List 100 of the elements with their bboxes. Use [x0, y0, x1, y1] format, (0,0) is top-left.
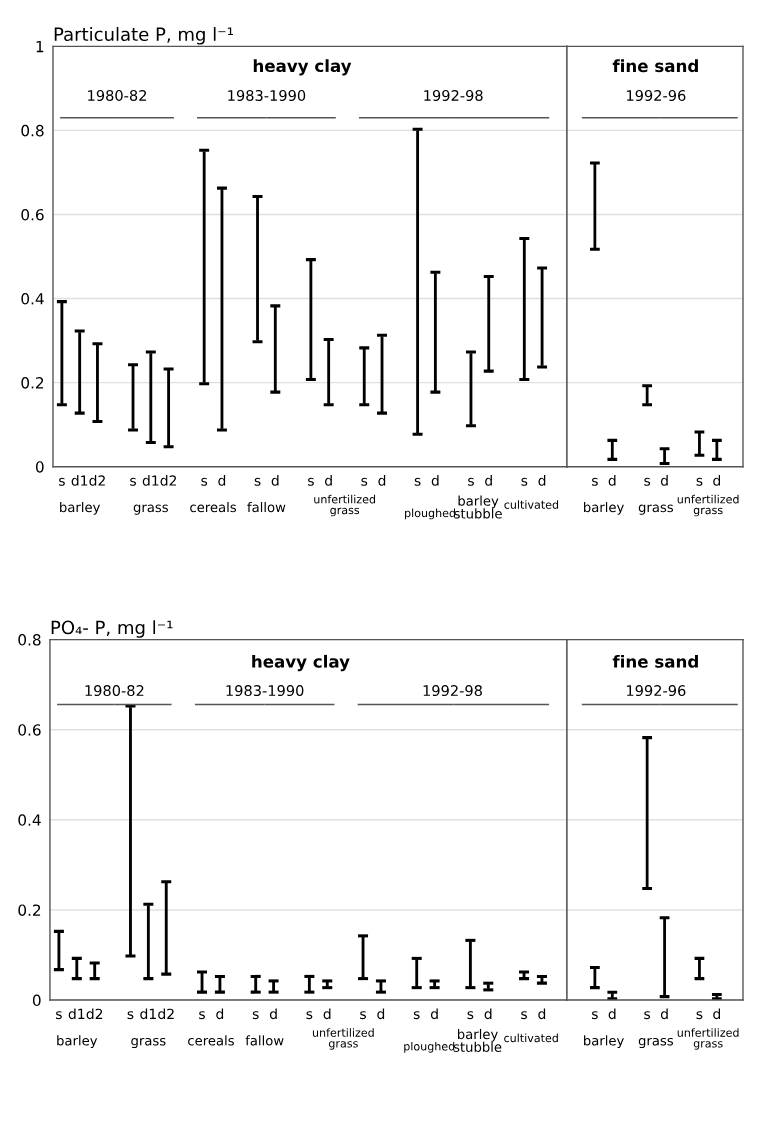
chart-title: Particulate P, mg l⁻¹	[54, 27, 233, 45]
y-tick-label: 0.6	[21, 208, 44, 221]
x-tick-label: s	[130, 477, 136, 486]
y-tick-label: 1	[36, 41, 44, 53]
bar	[96, 344, 99, 421]
text: cereals	[188, 1035, 234, 1046]
y-tick-label: 0.2	[21, 377, 44, 389]
x-tick-label: s	[252, 1011, 259, 1020]
text: barley stubble	[453, 1028, 502, 1052]
bar	[256, 197, 259, 341]
bar	[645, 386, 649, 404]
text: fallow	[247, 501, 286, 513]
x-tick-label: s	[360, 1011, 366, 1020]
x-tick-label: s	[127, 1011, 134, 1020]
text: fallow	[245, 1035, 284, 1046]
x-tick-label: d	[713, 475, 720, 486]
x-tick-label: d2	[86, 1008, 103, 1020]
bar	[273, 306, 277, 392]
annotation: 1983-1990	[228, 89, 306, 101]
bar	[416, 130, 420, 434]
text: unfertilized grass	[677, 1028, 739, 1050]
text: cultivated	[504, 1033, 558, 1043]
x-tick-label: d	[608, 1008, 616, 1020]
x-tick-label: s	[468, 477, 474, 486]
text: grass	[638, 1037, 674, 1049]
text: unfertilized grass	[677, 494, 739, 517]
text: barley	[60, 501, 101, 515]
text: barley	[584, 501, 624, 515]
x-tick-label: d	[538, 475, 546, 486]
y-tick-label: 0.8	[21, 124, 44, 137]
y-tick-label: 0.2	[18, 904, 41, 916]
y-tick-label: 0.6	[18, 724, 41, 736]
bar	[327, 340, 331, 404]
x-tick-label: s	[592, 477, 598, 486]
bar	[167, 370, 171, 446]
bar	[325, 982, 329, 987]
bar	[593, 968, 597, 987]
bar	[522, 239, 526, 379]
x-tick-label: d	[378, 475, 386, 486]
bar	[60, 302, 64, 404]
bar	[362, 348, 366, 404]
bar	[433, 273, 437, 392]
bar	[487, 277, 491, 371]
x-tick-label: d	[430, 1008, 438, 1020]
x-tick-label: d	[377, 1008, 385, 1020]
x-tick-label: d	[271, 475, 279, 486]
x-tick-label: s	[414, 477, 421, 486]
text: grass	[131, 1037, 166, 1049]
bar	[129, 707, 132, 955]
text: cereals	[190, 501, 237, 513]
bar	[218, 977, 222, 992]
x-tick-label: s	[413, 1011, 420, 1020]
x-tick-label: d	[325, 475, 332, 486]
x-tick-label: d	[323, 1008, 331, 1020]
annotation: 1992-98	[423, 685, 482, 697]
bar	[698, 959, 701, 978]
annotation: 1980-82	[85, 685, 144, 697]
x-tick-label: d2	[158, 1008, 174, 1020]
x-tick-label: d	[216, 1008, 224, 1020]
x-tick-label: d	[660, 1008, 668, 1020]
bar	[610, 441, 614, 459]
x-tick-label: d1	[71, 475, 88, 486]
annotation: 1980-82	[88, 89, 147, 101]
x-tick-label: d	[484, 1008, 492, 1020]
x-tick-label: d1	[68, 1008, 85, 1020]
bar	[272, 982, 276, 992]
x-tick-label: s	[56, 1011, 62, 1020]
text: unfertilized grass	[312, 1028, 374, 1050]
annotation: 1992-98	[424, 89, 483, 101]
text: ploughed	[404, 1041, 455, 1053]
y-tick-label: 0	[32, 994, 41, 1007]
text: barley	[584, 1035, 624, 1049]
x-tick-label: d	[218, 475, 226, 486]
bar	[307, 977, 311, 992]
annotation: 1992-96	[627, 89, 686, 101]
y-tick-label: 0.4	[18, 814, 41, 826]
annotation: heavy clay	[253, 59, 352, 76]
text: grass	[638, 504, 674, 515]
bar	[75, 959, 79, 978]
bar	[146, 905, 150, 978]
x-tick-label: d	[538, 1008, 546, 1020]
y-tick-label: 0	[35, 461, 44, 473]
bar	[415, 959, 419, 987]
y-tick-label: 0.4	[21, 293, 44, 305]
bar	[645, 738, 649, 888]
x-tick-label: s	[696, 1011, 703, 1020]
x-tick-label: d	[269, 1008, 277, 1020]
bar	[468, 941, 472, 987]
bar	[540, 269, 544, 366]
text: barley stubble	[454, 495, 502, 519]
bar	[149, 353, 153, 442]
x-tick-label: d2	[160, 475, 177, 486]
x-tick-label: s	[521, 1011, 527, 1020]
annotation: heavy clay	[252, 654, 350, 672]
x-tick-label: s	[361, 477, 368, 486]
x-tick-label: s	[59, 477, 65, 486]
bar	[57, 932, 61, 969]
x-tick-label: s	[306, 1011, 313, 1020]
bar	[433, 982, 437, 987]
bar	[593, 164, 597, 249]
